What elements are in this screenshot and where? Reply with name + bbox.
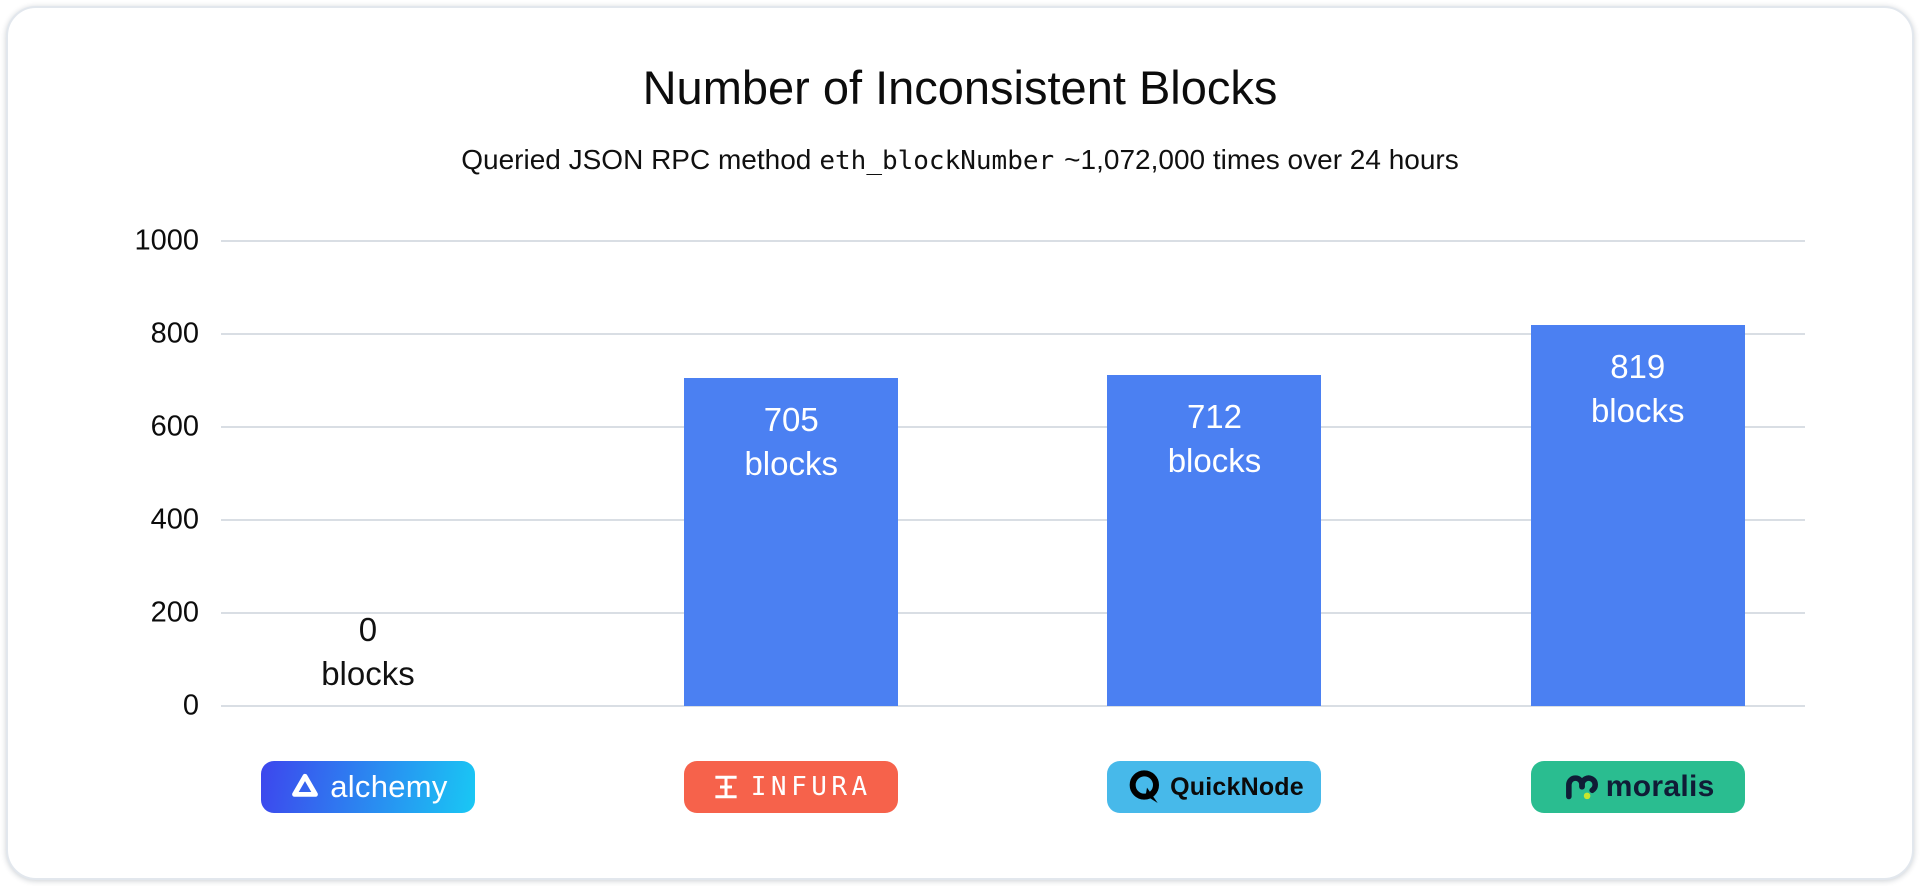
- gridline: [221, 333, 1805, 335]
- plot-area: 0 200 400 600 800 1000 0 blocks alchemy 705 bloc…: [134, 225, 1805, 813]
- provider-name-label: INFURA: [750, 772, 872, 802]
- subtitle-code: eth_blockNumber: [819, 146, 1055, 176]
- chart-column: 819 blocks moralis: [1530, 241, 1745, 813]
- bar-area: 819 blocks: [1530, 241, 1745, 706]
- y-axis-tick-label: 600: [150, 410, 199, 443]
- bar-value-label: 712 blocks: [1167, 397, 1262, 479]
- chart-title: Number of Inconsistent Blocks: [642, 61, 1278, 114]
- gridline: [221, 519, 1805, 521]
- alchemy-triangle-icon: [288, 770, 322, 804]
- subtitle-suffix: ~1,072,000 times over 24 hours: [1064, 144, 1459, 175]
- bar-area: 712 blocks: [1107, 241, 1322, 706]
- provider-name-label: QuickNode: [1170, 772, 1304, 801]
- infura-glyph-icon: [711, 772, 741, 802]
- gridline: [221, 705, 1805, 707]
- y-axis-tick-label: 200: [150, 596, 199, 629]
- bar: 705 blocks: [684, 378, 899, 706]
- gridline: [221, 612, 1805, 614]
- chart-card: Number of Inconsistent Blocks Queried JS…: [6, 6, 1914, 880]
- bar-area: 0 blocks: [261, 241, 475, 706]
- bar-value-label: 705 blocks: [744, 401, 838, 483]
- quicknode-q-icon: [1125, 767, 1165, 807]
- moralis-m-icon: [1561, 768, 1599, 806]
- y-axis-tick-label: 400: [150, 503, 199, 536]
- y-axis-tick-label: 800: [150, 317, 199, 350]
- bar-value-label: 819 blocks: [1590, 348, 1685, 430]
- y-axis-tick-label: 0: [182, 689, 199, 722]
- infura-badge: INFURA: [684, 761, 899, 813]
- bar-value-label: 0 blocks: [321, 611, 415, 692]
- chart-subtitle: Queried JSON RPC method eth_blockNumber ~1…: [8, 144, 1912, 176]
- alchemy-badge: alchemy: [260, 761, 475, 813]
- subtitle-prefix: Queried JSON RPC method: [461, 144, 812, 175]
- provider-name-label: moralis: [1605, 770, 1715, 803]
- gridline: [221, 240, 1805, 242]
- y-axis-tick-label: 1000: [134, 224, 199, 257]
- moralis-badge: moralis: [1530, 761, 1745, 813]
- chart-column: 705 blocks INFURA: [684, 241, 899, 813]
- quicknode-badge: QuickNode: [1107, 761, 1322, 813]
- provider-name-label: alchemy: [330, 769, 448, 804]
- chart-column: 712 blocks QuickNode: [1107, 241, 1322, 813]
- bar: 712 blocks: [1107, 374, 1322, 706]
- gridline: [221, 426, 1805, 428]
- chart-column: 0 blocks alchemy: [260, 241, 475, 813]
- bar: 819 blocks: [1530, 325, 1745, 706]
- bar-area: 705 blocks: [684, 241, 899, 706]
